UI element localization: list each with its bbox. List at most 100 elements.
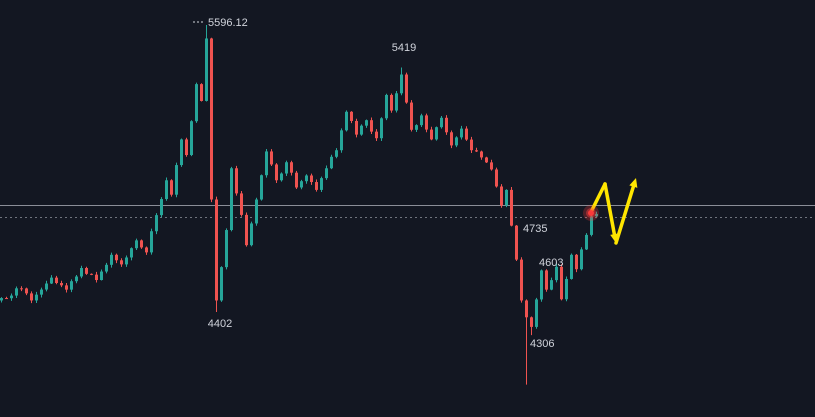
candle	[35, 294, 38, 301]
candle	[490, 162, 493, 170]
candle	[265, 151, 268, 176]
candle	[410, 102, 413, 130]
candle	[380, 118, 383, 139]
candle	[205, 38, 208, 101]
candle	[25, 288, 28, 294]
candle	[280, 173, 283, 181]
candle	[555, 266, 558, 281]
candle	[90, 273, 93, 275]
candle	[590, 216, 593, 235]
candle	[155, 215, 158, 232]
candle	[40, 289, 43, 295]
candle	[5, 298, 8, 300]
candle	[215, 199, 218, 301]
candle	[315, 182, 318, 190]
candle	[185, 139, 188, 156]
candle	[470, 139, 473, 151]
candle	[175, 165, 178, 195]
price-label[interactable]: 4402	[208, 318, 232, 330]
candle	[200, 84, 203, 101]
candle	[85, 268, 88, 274]
projection-segment	[614, 181, 637, 245]
candle	[505, 189, 508, 206]
candle	[390, 94, 393, 111]
candle	[445, 117, 448, 133]
candle	[420, 115, 423, 126]
candle	[330, 156, 333, 169]
candle	[565, 278, 568, 300]
candle	[500, 186, 503, 206]
candle	[325, 168, 328, 179]
candle	[225, 230, 228, 268]
candle	[235, 168, 238, 194]
projection-arrow[interactable]	[590, 178, 638, 245]
candle	[240, 193, 243, 215]
candle	[70, 281, 73, 290]
candle	[10, 295, 13, 299]
candle	[15, 288, 18, 296]
candle	[340, 130, 343, 151]
candle	[220, 267, 223, 301]
candle	[495, 169, 498, 187]
candle	[255, 199, 258, 224]
candle	[230, 168, 233, 231]
price-label[interactable]: 5596.12	[208, 17, 248, 29]
candle	[60, 283, 63, 286]
candle	[95, 274, 98, 281]
candle	[375, 131, 378, 139]
candle	[345, 111, 348, 131]
candle	[535, 299, 538, 327]
candle	[295, 172, 298, 188]
candle	[480, 151, 483, 158]
candle	[130, 248, 133, 258]
candles	[0, 24, 598, 385]
candle	[135, 240, 138, 249]
candle	[115, 254, 118, 261]
candle	[105, 264, 108, 272]
candle	[405, 74, 408, 103]
candle	[580, 249, 583, 270]
candle	[145, 247, 148, 253]
candle	[350, 111, 353, 121]
candle	[310, 175, 313, 183]
candle	[550, 280, 553, 290]
candle	[80, 268, 83, 277]
candle	[355, 120, 358, 135]
candle	[180, 139, 183, 166]
candle	[165, 180, 168, 200]
price-label[interactable]: 4603	[539, 257, 563, 269]
candle	[370, 120, 373, 132]
candle	[395, 93, 398, 111]
candle	[290, 162, 293, 173]
candle	[540, 270, 543, 300]
candle	[320, 178, 323, 190]
candle	[475, 150, 478, 152]
candle	[100, 271, 103, 281]
price-label[interactable]: 4306	[530, 338, 554, 350]
candle	[425, 115, 428, 130]
candle	[450, 132, 453, 146]
candle	[485, 157, 488, 163]
candle	[55, 277, 58, 284]
horizontal-lines	[0, 205, 815, 219]
candle	[300, 181, 303, 188]
candle	[30, 293, 33, 301]
marker-dot	[588, 210, 594, 216]
candle	[440, 117, 443, 128]
candle	[560, 266, 563, 300]
candle	[260, 175, 263, 200]
candle	[190, 121, 193, 156]
candle	[250, 223, 253, 246]
price-label[interactable]: 4735	[523, 223, 547, 235]
candle	[275, 164, 278, 181]
price-marker[interactable]	[583, 205, 599, 221]
candle	[545, 270, 548, 290]
candle	[110, 254, 113, 265]
candle	[435, 127, 438, 140]
candle	[595, 213, 598, 217]
price-label[interactable]: 5419	[392, 42, 416, 54]
candle	[75, 276, 78, 282]
candle	[270, 151, 273, 165]
